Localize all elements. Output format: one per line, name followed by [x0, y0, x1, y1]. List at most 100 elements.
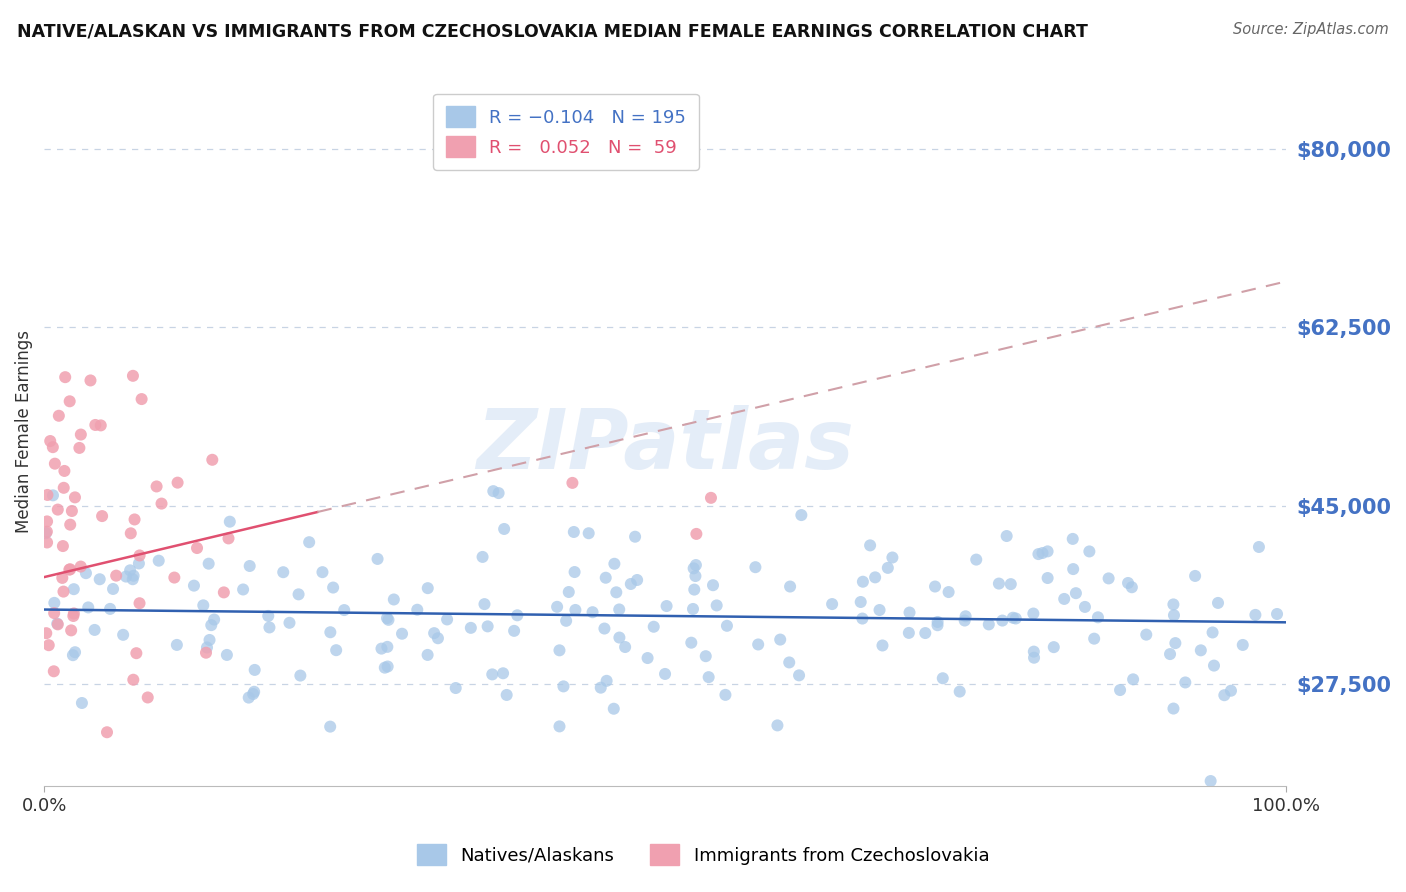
Point [932, 671, 955, 685]
Point [375, 640, 398, 654]
Point [624, 530, 647, 544]
Point [681, 636, 703, 650]
Point [564, 603, 586, 617]
Point [1199, 774, 1222, 789]
Point [243, 685, 266, 699]
Point [1109, 683, 1132, 698]
Point [852, 574, 875, 589]
Legend: Natives/Alaskans, Immigrants from Czechoslovakia: Natives/Alaskans, Immigrants from Czecho… [409, 837, 997, 872]
Point [243, 663, 266, 677]
Point [714, 688, 737, 702]
Point [995, 529, 1018, 543]
Point [44, 606, 66, 620]
Point [1201, 625, 1223, 640]
Point [124, 512, 146, 526]
Point [655, 599, 678, 613]
Point [564, 565, 586, 579]
Point [46, 502, 69, 516]
Point [53, 464, 76, 478]
Point [77, 600, 100, 615]
Point [195, 646, 218, 660]
Point [595, 571, 617, 585]
Point [495, 688, 517, 702]
Point [183, 579, 205, 593]
Point [271, 565, 294, 579]
Point [416, 648, 439, 662]
Point [91, 509, 114, 524]
Point [53, 370, 76, 384]
Point [863, 570, 886, 584]
Point [593, 622, 616, 636]
Point [474, 597, 496, 611]
Point [876, 561, 898, 575]
Point [375, 611, 398, 625]
Point [1097, 571, 1119, 585]
Point [98, 602, 121, 616]
Point [62, 609, 84, 624]
Point [1062, 562, 1084, 576]
Point [603, 702, 626, 716]
Point [603, 557, 626, 571]
Point [166, 638, 188, 652]
Point [747, 638, 769, 652]
Point [949, 684, 972, 698]
Point [89, 572, 111, 586]
Point [128, 596, 150, 610]
Point [492, 666, 515, 681]
Point [702, 578, 724, 592]
Point [62, 648, 84, 663]
Point [605, 585, 627, 599]
Point [1122, 673, 1144, 687]
Point [548, 719, 571, 733]
Point [319, 625, 342, 640]
Point [488, 486, 510, 500]
Point [1031, 546, 1053, 560]
Point [620, 577, 643, 591]
Point [48, 409, 70, 423]
Point [1078, 544, 1101, 558]
Point [406, 603, 429, 617]
Point [1001, 611, 1024, 625]
Point [58, 563, 80, 577]
Point [38, 638, 60, 652]
Point [444, 681, 467, 695]
Point [927, 618, 949, 632]
Point [197, 557, 219, 571]
Point [953, 614, 976, 628]
Text: Source: ZipAtlas.com: Source: ZipAtlas.com [1233, 22, 1389, 37]
Point [112, 628, 135, 642]
Point [471, 549, 494, 564]
Point [257, 608, 280, 623]
Point [290, 668, 312, 682]
Point [298, 535, 321, 549]
Point [367, 552, 389, 566]
Point [1163, 701, 1185, 715]
Legend: R = −0.104   N = 195, R =   0.052   N =  59: R = −0.104 N = 195, R = 0.052 N = 59 [433, 94, 699, 169]
Point [1022, 645, 1045, 659]
Point [120, 526, 142, 541]
Point [42, 665, 65, 679]
Point [683, 582, 706, 597]
Point [851, 611, 873, 625]
Point [1163, 598, 1185, 612]
Point [128, 557, 150, 571]
Point [914, 626, 936, 640]
Point [70, 696, 93, 710]
Point [120, 563, 142, 577]
Point [105, 568, 128, 582]
Point [685, 527, 707, 541]
Point [136, 690, 159, 705]
Point [200, 618, 222, 632]
Point [79, 374, 101, 388]
Point [35, 524, 58, 539]
Point [201, 452, 224, 467]
Y-axis label: Median Female Earnings: Median Female Earnings [15, 330, 32, 533]
Point [239, 559, 262, 574]
Point [977, 617, 1000, 632]
Point [1220, 683, 1243, 698]
Point [1116, 576, 1139, 591]
Point [955, 609, 977, 624]
Point [426, 632, 449, 646]
Point [75, 566, 97, 581]
Point [90, 418, 112, 433]
